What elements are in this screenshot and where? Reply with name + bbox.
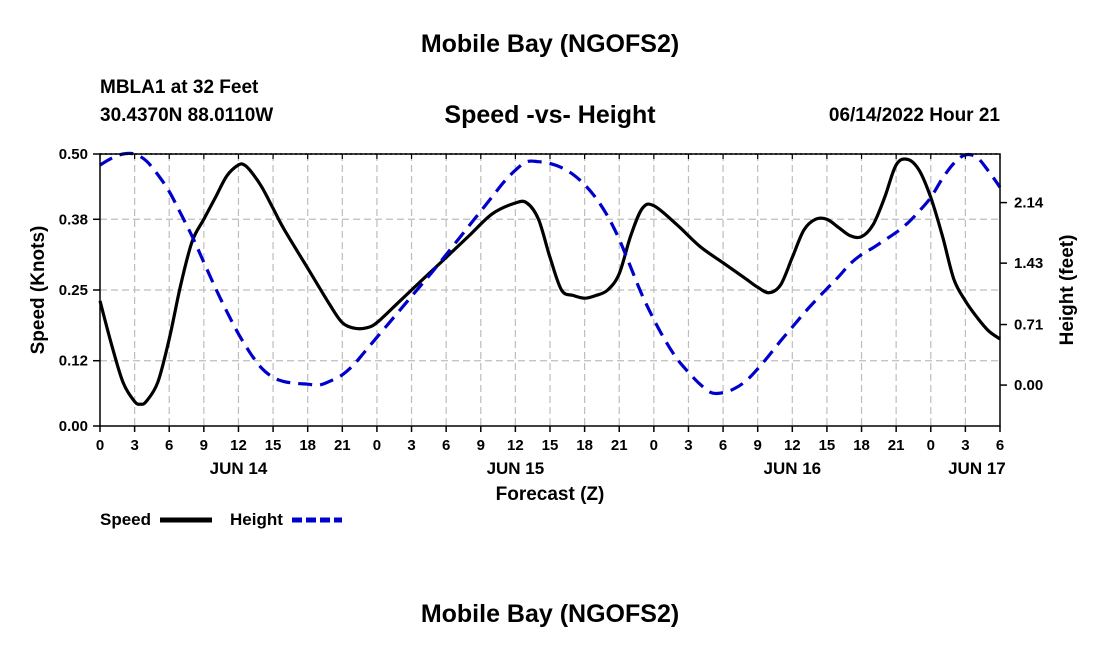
x-tick-label: 6 (165, 437, 173, 454)
series-layer (98, 151, 1002, 406)
y-axis-label: Speed (Knots) (28, 226, 49, 355)
y-tick-label: 0.25 (59, 282, 88, 299)
station-coordinates: 30.4370N 88.0110W (100, 105, 274, 126)
y-tick-label: 0.12 (59, 353, 88, 370)
legend-height-label: Height (230, 510, 283, 529)
x-tick-label: 9 (200, 437, 208, 454)
x-date-label: JUN 16 (763, 459, 821, 478)
footer-title: Mobile Bay (NGOFS2) (420, 600, 680, 628)
x-tick-label: 15 (265, 437, 282, 454)
x-tick-label: 9 (477, 437, 485, 454)
x-tick-label: 3 (130, 437, 138, 454)
x-tick-label: 0 (373, 437, 381, 454)
x-tick-label: 18 (853, 437, 870, 454)
x-tick-label: 0 (927, 437, 935, 454)
speed-height-chart: 0 3 6 9 12 15 18 21 0 3 6 9 12 15 18 21 0 3 6 9 12 15 18 21 0 3 6 J… (28, 146, 1078, 529)
x-tick-label: 6 (719, 437, 727, 454)
x-tick-label: 15 (542, 437, 559, 454)
height-series-line (99, 151, 1002, 396)
x-tick-label: 0 (650, 437, 658, 454)
legend-speed-label: Speed (100, 510, 151, 529)
y-tick-label: 0.38 (59, 211, 88, 228)
y2-tick-label: 0.71 (1014, 317, 1043, 334)
x-tick-label: 15 (819, 437, 836, 454)
axes: 0 3 6 9 12 15 18 21 0 3 6 9 12 15 18 21 0 3 6 9 12 15 18 21 0 3 6 J… (59, 146, 1044, 478)
chart-title: Mobile Bay (NGOFS2) (420, 30, 680, 58)
x-tick-label: 9 (754, 437, 762, 454)
y2-tick-label: 2.14 (1014, 195, 1044, 212)
x-tick-label: 3 (684, 437, 692, 454)
y-tick-label: 0.00 (59, 418, 88, 435)
speed-series-line (98, 157, 1001, 406)
x-date-label: JUN 15 (487, 459, 545, 478)
x-tick-label: 3 (407, 437, 415, 454)
x-tick-label: 12 (230, 437, 247, 454)
x-tick-label: 3 (961, 437, 969, 454)
x-tick-label: 12 (784, 437, 801, 454)
x-tick-label: 18 (299, 437, 316, 454)
x-tick-label: 21 (334, 437, 351, 454)
x-date-label: JUN 14 (210, 459, 268, 478)
chart-subtitle: Speed -vs- Height (444, 101, 656, 129)
x-tick-label: 12 (507, 437, 524, 454)
x-tick-label: 21 (611, 437, 628, 454)
x-tick-label: 21 (888, 437, 905, 454)
y2-tick-label: 1.43 (1014, 255, 1043, 272)
y2-axis-label: Height (feet) (1057, 235, 1078, 346)
y2-tick-label: 0.00 (1014, 377, 1043, 394)
x-tick-label: 6 (996, 437, 1004, 454)
forecast-datetime: 06/14/2022 Hour 21 (828, 105, 1000, 126)
station-label: MBLA1 at 32 Feet (100, 77, 259, 98)
x-axis-label: Forecast (Z) (496, 484, 605, 505)
grid (100, 154, 1000, 426)
x-tick-label: 6 (442, 437, 450, 454)
x-date-label: JUN 17 (948, 459, 1006, 478)
x-tick-label: 18 (576, 437, 593, 454)
y-tick-label: 0.50 (59, 146, 88, 163)
legend: Speed Height (100, 510, 342, 529)
x-tick-label: 0 (96, 437, 104, 454)
